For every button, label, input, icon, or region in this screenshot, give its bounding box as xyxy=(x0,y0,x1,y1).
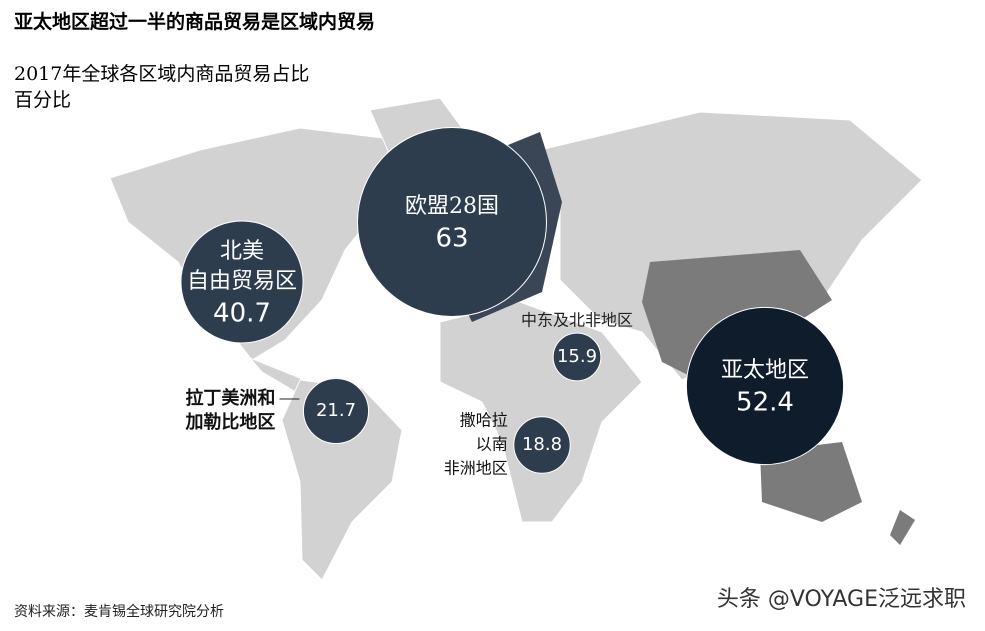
value-label: 63 xyxy=(435,224,468,254)
bubble xyxy=(357,127,547,317)
region-label: 非洲地区 xyxy=(444,459,508,478)
bubble xyxy=(685,306,845,466)
bubble xyxy=(513,416,571,474)
bubble xyxy=(302,377,370,445)
region-label: 北美 xyxy=(220,239,264,264)
value-label: 40.7 xyxy=(213,299,271,329)
value-label: 15.9 xyxy=(557,346,597,367)
region-label: 以南 xyxy=(476,435,508,454)
unit-label: 百分比 xyxy=(14,89,71,111)
region-label: 欧盟28国 xyxy=(405,194,499,219)
value-label: 18.8 xyxy=(522,434,562,455)
chart-title: 亚太地区超过一半的商品贸易是区域内贸易 xyxy=(14,10,375,33)
bubble xyxy=(180,220,304,344)
value-label: 21.7 xyxy=(316,400,356,421)
region-label: 撒哈拉 xyxy=(460,411,508,430)
region-label: 拉丁美洲和 xyxy=(185,387,275,409)
source-note: 资料来源：麦肯锡全球研究院分析 xyxy=(14,603,224,620)
value-label: 52.4 xyxy=(736,388,794,418)
region-label: 亚太地区 xyxy=(721,358,809,383)
region-label: 自由贸易区 xyxy=(187,269,297,294)
bubble xyxy=(552,332,602,382)
watermark: 头条 @VOYAGE泛远求职 xyxy=(717,587,966,612)
region-label: 加勒比地区 xyxy=(184,411,275,433)
chart-subtitle: 2017年全球各区域内商品贸易占比 xyxy=(14,63,309,85)
region-label: 中东及北非地区 xyxy=(521,311,633,330)
